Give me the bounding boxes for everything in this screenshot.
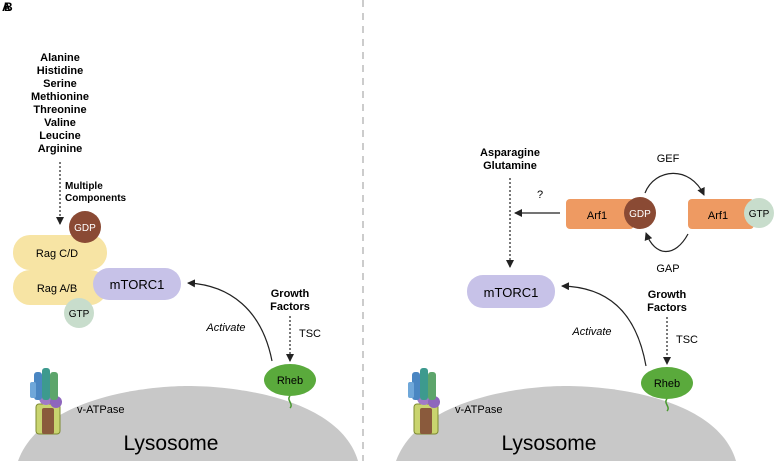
gdp-label: GDP [74, 223, 96, 234]
rag-ab-label: Rag A/B [37, 283, 77, 295]
gap-label: GAP [656, 263, 679, 275]
v-atpase-icon [408, 368, 440, 435]
amino-acid: Asparagine [480, 147, 540, 159]
gtp-label: GTP [749, 209, 770, 220]
panel-b-label: B [4, 0, 13, 14]
rheb [264, 364, 316, 396]
amino-acid: Threonine [33, 104, 86, 116]
gdp-label: GDP [629, 209, 651, 220]
gtp-circle [744, 198, 774, 228]
activate-arrow [561, 282, 647, 367]
rag-cd [13, 235, 107, 270]
arf1-left-label: Arf1 [587, 210, 607, 222]
amino-acid: Methionine [31, 91, 89, 103]
amino-acid: Glutamine [483, 160, 537, 172]
v-atpase-label: v-ATPase [77, 404, 124, 416]
panel-b: Asparagine Glutamine ? Arf1 GDP Arf1 GTP… [396, 147, 774, 461]
gef-arrow [644, 172, 705, 196]
growth-factors-label: Factors [270, 301, 310, 313]
amino-acid-list: Alanine Histidine Serine Methionine Thre… [31, 52, 89, 155]
multiple-components-label: Multiple [65, 181, 103, 192]
mtorc1-label: mTORC1 [110, 277, 165, 292]
multiple-components-label: Components [65, 193, 127, 204]
gap-arrow [644, 232, 689, 252]
rheb-anchor [665, 398, 669, 412]
mtorc1 [467, 275, 555, 308]
lysosome [18, 386, 358, 461]
amino-acid: Alanine [40, 52, 80, 64]
amino-acid: Valine [44, 117, 76, 129]
lysosome-label: Lysosome [502, 432, 597, 455]
panel-a: Alanine Histidine Serine Methionine Thre… [13, 52, 358, 461]
mtorc1-label: mTORC1 [484, 285, 539, 300]
question-label: ? [537, 189, 543, 201]
gdp-circle [624, 197, 656, 229]
rag-ab [13, 270, 107, 305]
v-atpase-icon [30, 368, 62, 435]
lysosome-label: Lysosome [124, 432, 219, 455]
activate-label: Activate [571, 326, 611, 338]
gtp-circle [64, 298, 94, 328]
rheb-label: Rheb [654, 378, 680, 390]
arf1-gtp [688, 199, 754, 229]
amino-acid: Serine [43, 78, 77, 90]
panel-a-label: A [2, 0, 11, 14]
activate-arrow [187, 279, 273, 362]
gdp-circle [69, 211, 101, 243]
lysosome [396, 386, 736, 461]
amino-acid: Histidine [37, 65, 83, 77]
arf1-gdp [566, 199, 634, 229]
rheb-label: Rheb [277, 375, 303, 387]
amino-acid: Leucine [39, 130, 81, 142]
rag-cd-label: Rag C/D [36, 248, 78, 260]
amino-acid: Arginine [38, 143, 83, 155]
growth-factors-label: Factors [647, 302, 687, 314]
mtorc1 [93, 268, 181, 300]
tsc-label: TSC [299, 328, 321, 340]
growth-factors-label: Growth [648, 289, 687, 301]
rheb-anchor [288, 395, 292, 409]
activate-label: Activate [205, 322, 245, 334]
arf1-right-label: Arf1 [708, 210, 728, 222]
gef-label: GEF [657, 153, 680, 165]
growth-factors-label: Growth [271, 288, 310, 300]
v-atpase-label: v-ATPase [455, 404, 502, 416]
tsc-label: TSC [676, 334, 698, 346]
gtp-label: GTP [69, 309, 90, 320]
rheb [641, 367, 693, 399]
